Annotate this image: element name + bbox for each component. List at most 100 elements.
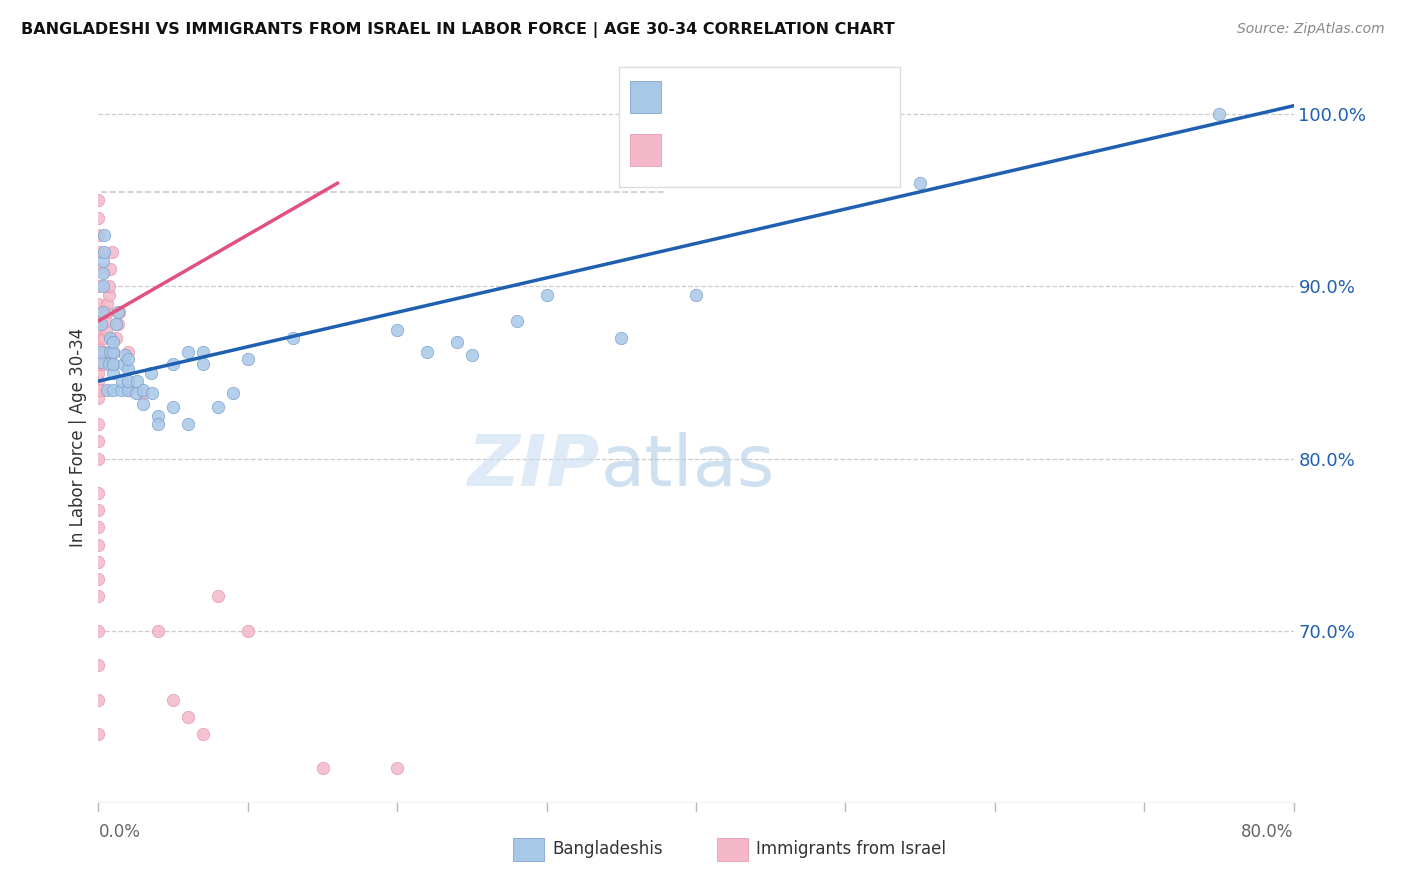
Point <box>177 417 200 432</box>
Text: N = 63: N = 63 <box>794 140 868 159</box>
Point <box>87 314 110 328</box>
Point <box>117 383 139 397</box>
Point <box>96 383 118 397</box>
Point <box>87 572 110 586</box>
Point <box>90 355 112 369</box>
Point <box>87 624 110 638</box>
Point <box>117 351 139 366</box>
Point <box>87 296 110 310</box>
Point <box>236 624 259 638</box>
Point <box>87 520 110 534</box>
Point <box>87 245 110 260</box>
Point <box>103 344 125 359</box>
Point <box>87 279 110 293</box>
Point <box>90 344 112 359</box>
Point <box>105 331 128 345</box>
Point <box>94 322 117 336</box>
Text: R = 0.232: R = 0.232 <box>672 140 779 159</box>
Point <box>87 340 110 354</box>
Point <box>91 357 114 371</box>
Point <box>446 334 468 349</box>
Point <box>87 366 110 380</box>
Point <box>87 538 110 552</box>
Point <box>97 357 120 371</box>
Point <box>132 383 155 397</box>
Point <box>98 262 122 277</box>
Point <box>107 318 129 332</box>
Text: R = 0.318: R = 0.318 <box>672 87 779 106</box>
Point <box>114 348 136 362</box>
Point <box>103 334 125 349</box>
Point <box>132 386 155 401</box>
Point <box>96 305 118 319</box>
Point <box>281 331 304 345</box>
Point <box>91 305 114 319</box>
Point <box>139 366 162 380</box>
Point <box>93 227 115 242</box>
Point <box>91 253 114 268</box>
Text: Source: ZipAtlas.com: Source: ZipAtlas.com <box>1237 22 1385 37</box>
Point <box>97 288 120 302</box>
Point <box>117 374 139 388</box>
Point <box>93 344 115 359</box>
Point <box>90 318 112 332</box>
Point <box>148 624 170 638</box>
Text: ZIP: ZIP <box>468 432 600 500</box>
Point <box>93 331 115 345</box>
Point <box>127 374 149 388</box>
Point <box>610 331 633 345</box>
Point <box>91 266 114 280</box>
Point <box>236 351 259 366</box>
Text: N = 59: N = 59 <box>794 87 868 106</box>
Point <box>87 194 110 208</box>
Point <box>385 322 409 336</box>
Point <box>94 314 117 328</box>
Point <box>87 357 110 371</box>
Point <box>125 386 148 401</box>
Point <box>107 305 129 319</box>
Point <box>416 344 439 359</box>
Point <box>191 357 214 371</box>
Text: 80.0%: 80.0% <box>1241 823 1294 841</box>
Point <box>191 727 214 741</box>
Point <box>117 383 139 397</box>
Point <box>117 362 139 376</box>
Point <box>177 344 200 359</box>
Text: BANGLADESHI VS IMMIGRANTS FROM ISRAEL IN LABOR FORCE | AGE 30-34 CORRELATION CHA: BANGLADESHI VS IMMIGRANTS FROM ISRAEL IN… <box>21 22 894 38</box>
Point <box>148 417 170 432</box>
Point <box>87 727 110 741</box>
Point <box>87 392 110 406</box>
Point <box>207 400 229 414</box>
Point <box>117 344 139 359</box>
Point <box>87 211 110 225</box>
Point <box>685 288 707 302</box>
Point <box>132 396 155 410</box>
Point <box>112 357 135 371</box>
Point <box>162 692 184 706</box>
Point <box>87 417 110 432</box>
Point <box>87 322 110 336</box>
Point <box>461 348 484 362</box>
Point <box>96 296 118 310</box>
Point <box>103 344 125 359</box>
Point <box>1208 107 1230 121</box>
Point <box>87 331 110 345</box>
Point <box>103 357 125 371</box>
Point <box>87 383 110 397</box>
Text: 0.0%: 0.0% <box>98 823 141 841</box>
Point <box>103 383 125 397</box>
Point <box>110 383 132 397</box>
Point <box>385 761 409 775</box>
Point <box>105 318 128 332</box>
Point <box>97 279 120 293</box>
Point <box>148 409 170 423</box>
Point <box>222 386 245 401</box>
Point <box>87 451 110 466</box>
Point <box>162 400 184 414</box>
Point <box>103 366 125 380</box>
Point <box>90 383 112 397</box>
Point <box>111 374 134 388</box>
Point <box>87 555 110 569</box>
Point <box>91 279 114 293</box>
Point <box>87 374 110 388</box>
